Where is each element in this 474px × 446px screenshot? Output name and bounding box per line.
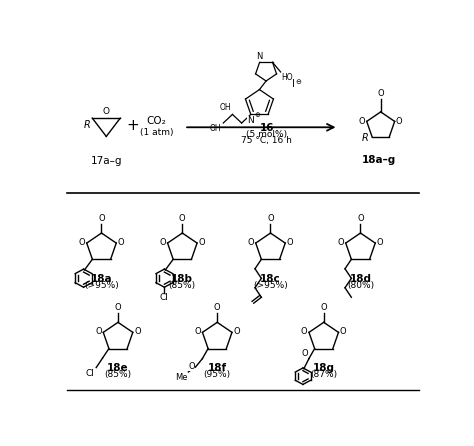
Text: Me: Me bbox=[175, 373, 188, 382]
Text: (>95%): (>95%) bbox=[84, 281, 119, 289]
Text: O: O bbox=[320, 303, 327, 312]
Text: ⊖: ⊖ bbox=[295, 79, 301, 85]
Text: O: O bbox=[115, 303, 121, 312]
Text: (85%): (85%) bbox=[169, 281, 196, 289]
Text: I: I bbox=[292, 79, 295, 90]
Text: O: O bbox=[287, 238, 293, 247]
Text: O: O bbox=[267, 214, 274, 223]
Text: +: + bbox=[127, 119, 139, 133]
Text: O: O bbox=[194, 327, 201, 336]
Text: (95%): (95%) bbox=[204, 370, 231, 379]
Text: 18g: 18g bbox=[313, 363, 335, 373]
Text: OH: OH bbox=[210, 124, 221, 133]
Text: O: O bbox=[233, 327, 240, 336]
Text: O: O bbox=[396, 116, 402, 126]
Text: O: O bbox=[103, 107, 110, 116]
Text: O: O bbox=[301, 349, 308, 358]
Text: O: O bbox=[79, 238, 85, 247]
Text: R: R bbox=[362, 133, 368, 144]
Text: 18f: 18f bbox=[208, 363, 227, 373]
Text: O: O bbox=[214, 303, 220, 312]
Text: ⊕: ⊕ bbox=[255, 112, 260, 118]
Text: 18d: 18d bbox=[349, 274, 372, 284]
Text: 18a: 18a bbox=[91, 274, 112, 284]
Text: O: O bbox=[357, 214, 364, 223]
Text: R: R bbox=[84, 120, 91, 130]
Text: O: O bbox=[134, 327, 141, 336]
Text: O: O bbox=[188, 362, 195, 372]
Text: O: O bbox=[199, 238, 205, 247]
Text: OH: OH bbox=[220, 103, 231, 112]
Text: O: O bbox=[359, 116, 365, 126]
Text: (5 mol%): (5 mol%) bbox=[246, 130, 287, 139]
Text: O: O bbox=[377, 89, 384, 98]
Text: 18a–g: 18a–g bbox=[362, 155, 396, 165]
Text: (>95%): (>95%) bbox=[253, 281, 288, 289]
Text: O: O bbox=[98, 214, 105, 223]
Text: O: O bbox=[247, 238, 254, 247]
Text: (1 atm): (1 atm) bbox=[140, 128, 173, 137]
Text: O: O bbox=[159, 238, 166, 247]
Text: 18b: 18b bbox=[171, 274, 193, 284]
Text: N: N bbox=[247, 116, 254, 125]
Text: (87%): (87%) bbox=[310, 370, 337, 379]
Text: O: O bbox=[179, 214, 186, 223]
Text: 17a–g: 17a–g bbox=[91, 156, 122, 166]
Text: (80%): (80%) bbox=[347, 281, 374, 289]
Text: O: O bbox=[337, 238, 344, 247]
Text: Cl: Cl bbox=[160, 293, 169, 302]
Text: (85%): (85%) bbox=[104, 370, 132, 379]
Text: 16: 16 bbox=[260, 123, 274, 133]
Text: Cl: Cl bbox=[85, 368, 94, 378]
Text: O: O bbox=[118, 238, 124, 247]
Text: N: N bbox=[255, 52, 262, 62]
Text: 18c: 18c bbox=[260, 274, 281, 284]
Text: O: O bbox=[95, 327, 102, 336]
Text: HO: HO bbox=[282, 73, 293, 82]
Text: O: O bbox=[340, 327, 346, 336]
Text: O: O bbox=[377, 238, 383, 247]
Text: O: O bbox=[301, 327, 308, 336]
Text: CO₂: CO₂ bbox=[147, 116, 166, 126]
Text: 75 °C, 16 h: 75 °C, 16 h bbox=[241, 136, 292, 145]
Text: 18e: 18e bbox=[107, 363, 129, 373]
